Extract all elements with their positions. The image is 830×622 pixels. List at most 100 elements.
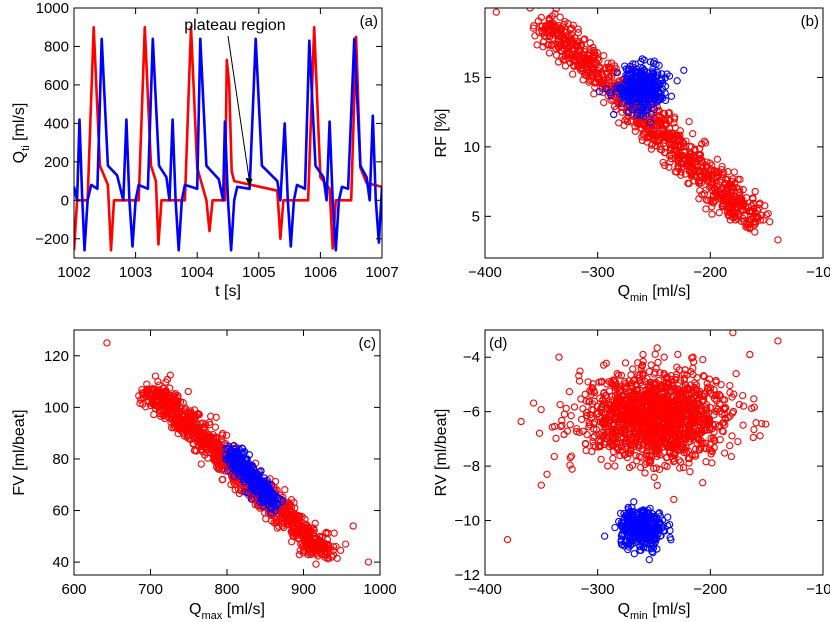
- y-tick-label: −4: [463, 349, 480, 366]
- x-tick-label: −100: [806, 264, 830, 281]
- scatter-point: [647, 110, 656, 119]
- scatter-point: [583, 411, 591, 420]
- scatter-point: [714, 171, 723, 179]
- scatter-point: [634, 371, 642, 379]
- scatter-point: [682, 435, 690, 444]
- scatter-point: [692, 386, 700, 394]
- scatter-point: [577, 415, 586, 424]
- scatter-point: [664, 109, 673, 117]
- scatter-point: [606, 413, 614, 421]
- scatter-point: [552, 8, 560, 13]
- scatter-point: [615, 382, 624, 390]
- scatter-point: [641, 507, 649, 515]
- scatter-point: [665, 399, 673, 407]
- scatter-point: [571, 52, 579, 61]
- scatter-point: [722, 179, 730, 188]
- x-tick-label: −200: [693, 581, 727, 598]
- scatter-point: [611, 462, 619, 470]
- x-tick-label: 900: [291, 581, 316, 598]
- scatter-point: [241, 488, 249, 496]
- scatter-point: [550, 452, 558, 461]
- scatter-point: [698, 191, 706, 199]
- scatter-point: [695, 426, 704, 435]
- scatter-point: [656, 399, 664, 407]
- scatter-point: [665, 72, 674, 80]
- scatter-point: [589, 46, 598, 55]
- scatter-point: [603, 435, 611, 443]
- scatter-point: [591, 68, 599, 76]
- scatter-point: [611, 428, 619, 437]
- scatter-point: [697, 408, 705, 416]
- scatter-point: [567, 30, 576, 39]
- scatter-point: [103, 339, 111, 347]
- scatter-point: [517, 417, 525, 426]
- scatter-point: [564, 19, 572, 28]
- scatter-point: [628, 394, 636, 403]
- scatter-point: [700, 389, 708, 398]
- scatter-point: [285, 510, 293, 518]
- panel-label: (d): [489, 335, 507, 352]
- scatter-point: [575, 377, 584, 385]
- scatter-point: [552, 434, 560, 443]
- scatter-point: [562, 404, 570, 413]
- scatter-point: [687, 158, 696, 166]
- y-axis-label: FV [ml/beat]: [11, 409, 28, 495]
- scatter-point: [576, 47, 584, 55]
- scatter-point: [610, 419, 618, 428]
- scatter-point: [653, 344, 661, 352]
- scatter-point: [184, 434, 192, 442]
- scatter-point: [676, 127, 684, 135]
- scatter-point: [638, 526, 647, 535]
- scatter-point: [632, 380, 640, 389]
- scatter-point: [581, 35, 589, 43]
- scatter-point: [679, 138, 687, 147]
- x-tick-label: −300: [581, 264, 615, 281]
- scatter-point: [641, 402, 649, 410]
- scatter-point: [650, 464, 658, 473]
- scatter-point: [657, 383, 665, 391]
- scatter-point: [723, 189, 732, 197]
- scatter-point: [684, 179, 692, 187]
- scatter-point: [703, 426, 711, 434]
- scatter-point: [642, 93, 650, 101]
- scatter-point: [649, 549, 657, 557]
- scatter-point: [614, 371, 623, 379]
- scatter-point: [248, 470, 257, 478]
- scatter-point: [531, 32, 539, 40]
- scatter-point: [611, 84, 620, 92]
- scatter-point: [631, 127, 639, 135]
- scatter-point: [191, 446, 199, 455]
- scatter-point: [688, 405, 696, 413]
- scatter-point: [678, 164, 686, 172]
- scatter-point: [189, 440, 197, 448]
- scatter-point: [583, 57, 591, 65]
- x-axis-label: Qmin [ml/s]: [618, 601, 691, 622]
- y-tick-label: −8: [463, 458, 480, 475]
- y-tick-label: 1000: [36, 0, 69, 17]
- scatter-point: [718, 427, 726, 435]
- scatter-point: [685, 117, 693, 126]
- scatter-point: [594, 70, 603, 78]
- scatter-point: [668, 137, 676, 145]
- scatter-point: [655, 61, 663, 70]
- y-tick-label: 0: [61, 192, 69, 209]
- scatter-point: [721, 396, 729, 404]
- scatter-point: [735, 198, 743, 206]
- scatter-point: [699, 355, 707, 364]
- scatter-point: [636, 88, 644, 96]
- scatter-point: [648, 509, 656, 518]
- scatter-point: [751, 228, 759, 236]
- scatter-point: [557, 422, 565, 431]
- scatter-point: [646, 401, 654, 409]
- scatter-point: [294, 515, 303, 523]
- scatter-point: [611, 523, 619, 532]
- scatter-point: [650, 428, 658, 436]
- scatter-point: [721, 404, 730, 412]
- scatter-point: [660, 353, 668, 361]
- scatter-point: [581, 390, 589, 398]
- scatter-point: [142, 391, 150, 399]
- scatter-point: [624, 72, 632, 81]
- scatter-point: [751, 210, 759, 218]
- scatter-point: [273, 517, 281, 526]
